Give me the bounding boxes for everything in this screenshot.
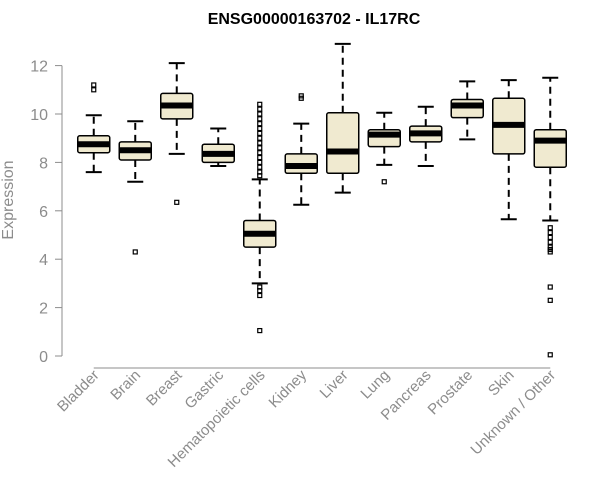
- outlier-point: [547, 284, 553, 290]
- outlier-point: [547, 352, 553, 358]
- box-brain: [118, 120, 152, 255]
- outlier-point: [547, 249, 553, 255]
- y-axis-label: Expression: [0, 160, 17, 239]
- box-bladder: [77, 82, 111, 174]
- plot-area: [77, 42, 567, 358]
- outlier-point: [547, 297, 553, 303]
- axes: 0 2 4 6 8 10 12: [30, 59, 551, 369]
- outlier-point: [547, 239, 553, 245]
- outlier-point: [381, 179, 387, 185]
- box-skin: [492, 79, 526, 221]
- chart-title: ENSG00000163702 - IL17RC: [208, 11, 421, 28]
- outlier-point: [257, 327, 263, 334]
- outlier-point: [298, 93, 304, 99]
- x-tick-label: Liver: [317, 367, 352, 402]
- outlier-point: [257, 159, 263, 165]
- outlier-point: [547, 229, 553, 236]
- outlier-point: [257, 116, 263, 122]
- outlier-point: [257, 140, 263, 146]
- outlier-point: [257, 101, 263, 107]
- outlier-point: [257, 145, 263, 151]
- x-tick-label: Lung: [357, 367, 393, 403]
- box-gastric: [201, 127, 235, 168]
- box-breast: [160, 62, 194, 205]
- x-tick-label: Brain: [107, 367, 144, 404]
- box-unknown-other: [533, 76, 567, 358]
- outlier-point: [91, 87, 97, 93]
- outlier-point: [132, 249, 138, 255]
- x-tick-label: Breast: [143, 366, 186, 409]
- outlier-point: [257, 135, 263, 141]
- box-kidney: [284, 93, 318, 206]
- y-tick-label: 4: [39, 252, 48, 269]
- box-lung: [367, 111, 401, 185]
- iqr-box: [450, 98, 484, 119]
- outlier-point: [257, 292, 263, 299]
- box-liver: [326, 42, 360, 194]
- outlier-point: [257, 154, 263, 161]
- outlier-point: [91, 82, 97, 88]
- outlier-point: [257, 106, 263, 112]
- iqr-box: [533, 128, 567, 168]
- iqr-box: [326, 112, 360, 175]
- outlier-point: [547, 234, 553, 241]
- y-tick-label: 12: [30, 59, 48, 76]
- x-tick-label: Skin: [485, 367, 518, 400]
- outlier-point: [257, 150, 263, 156]
- x-tick-label: Kidney: [266, 366, 311, 411]
- outlier-point: [257, 173, 263, 179]
- outlier-point: [257, 130, 263, 136]
- y-tick-label: 0: [39, 349, 48, 366]
- outlier-point: [174, 199, 180, 205]
- box-pancreas: [409, 105, 443, 168]
- outlier-point: [547, 225, 553, 231]
- outlier-point: [257, 121, 263, 127]
- outlier-point: [257, 111, 263, 117]
- y-tick-label: 6: [39, 204, 48, 221]
- y-tick-label: 2: [39, 301, 48, 318]
- outlier-point: [257, 125, 263, 132]
- y-tick-label: 10: [30, 107, 48, 124]
- x-tick-label: Prostate: [425, 367, 477, 419]
- outlier-point: [257, 288, 263, 294]
- outlier-point: [257, 164, 263, 170]
- x-tick-label: Bladder: [54, 367, 103, 416]
- box-hematopoietic-cells: [243, 101, 277, 334]
- box-prostate: [450, 80, 484, 141]
- y-tick-label: 8: [39, 155, 48, 172]
